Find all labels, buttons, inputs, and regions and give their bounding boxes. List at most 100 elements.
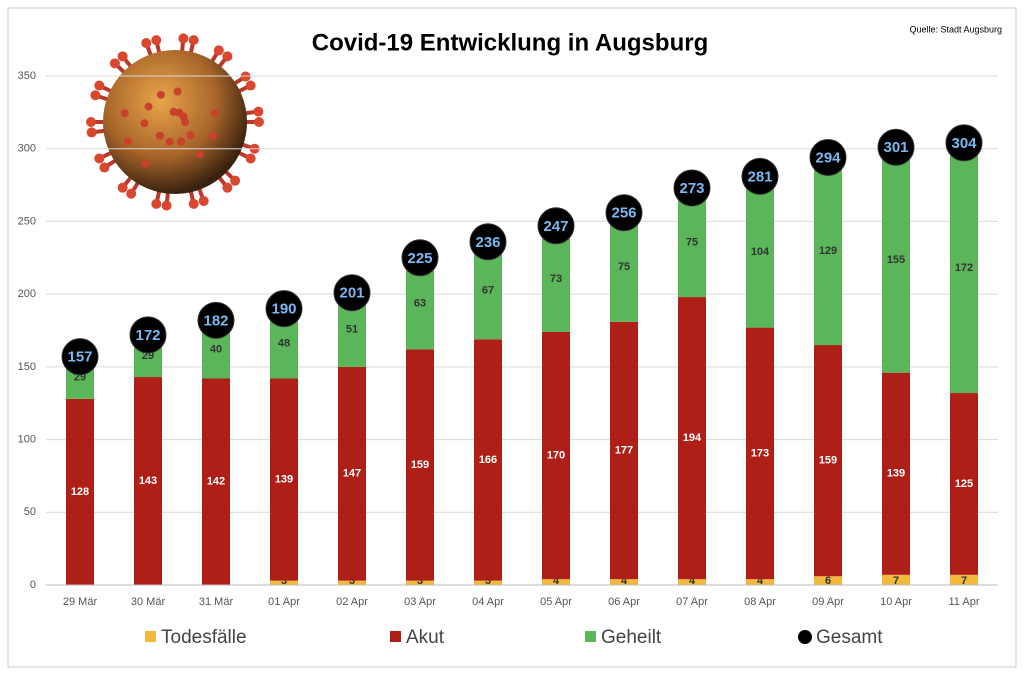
virus-spot (165, 137, 174, 146)
bar-segment (338, 366, 366, 581)
x-tick-label: 07 Apr (676, 596, 708, 608)
bar-segment (950, 574, 978, 585)
x-tick-label: 03 Apr (404, 596, 436, 608)
data-label: 48 (278, 337, 290, 349)
data-label: 155 (887, 254, 905, 266)
legend-label: Geheilt (601, 627, 662, 648)
total-marker (673, 169, 711, 207)
data-label: 3 (417, 575, 423, 587)
bar-segment (474, 339, 502, 581)
bar-segment (542, 331, 570, 580)
virus-spot (141, 159, 150, 168)
bar-segment (678, 579, 706, 585)
x-tick-label: 09 Apr (812, 596, 844, 608)
bar-segment (678, 297, 706, 580)
virus-spike-head (109, 58, 120, 69)
total-label: 281 (747, 168, 772, 185)
total-marker (877, 128, 915, 166)
y-tick-label: 250 (18, 215, 36, 227)
total-marker (401, 239, 439, 277)
bar-segment (950, 393, 978, 575)
virus-spike-head (188, 35, 199, 46)
total-marker (741, 157, 779, 195)
virus-spike-head (90, 90, 101, 101)
bar-segment (406, 580, 434, 585)
virus-spot (120, 109, 129, 118)
bar-segment (134, 377, 162, 585)
x-tick-label: 05 Apr (540, 596, 572, 608)
bar-segment (746, 176, 774, 328)
bar-segment (814, 345, 842, 577)
total-label: 294 (815, 149, 841, 166)
legend-label: Todesfälle (161, 627, 247, 648)
data-label: 177 (615, 444, 633, 456)
x-tick-label: 29 Mär (63, 596, 98, 608)
data-label: 3 (485, 575, 491, 587)
total-label: 201 (339, 285, 364, 302)
x-tick-label: 06 Apr (608, 596, 640, 608)
bar-segment (610, 579, 638, 585)
virus-spike-head (222, 182, 233, 193)
legend-label: Akut (406, 627, 445, 648)
bar-segment (882, 147, 910, 373)
data-label: 166 (479, 454, 497, 466)
data-label: 159 (819, 455, 837, 467)
legend-swatch (798, 630, 812, 644)
virus-spot (155, 131, 164, 140)
virus-spike-head (141, 38, 152, 49)
data-label: 73 (550, 273, 562, 285)
virus-spot (177, 137, 186, 146)
data-label: 159 (411, 459, 429, 471)
bar-segment (950, 142, 978, 394)
virus-spot (169, 107, 178, 116)
total-label: 172 (135, 327, 160, 344)
virus-spike-head (188, 198, 199, 209)
virus-spot (186, 131, 195, 140)
bar-segment (746, 579, 774, 585)
data-label: 125 (955, 478, 973, 490)
total-label: 247 (543, 218, 568, 235)
bar-segment (406, 349, 434, 581)
virus-spike-head (254, 117, 264, 127)
virus-spike-head (126, 188, 137, 199)
legend-swatch (585, 631, 596, 642)
x-tick-label: 08 Apr (744, 596, 776, 608)
virus-spot (140, 119, 149, 128)
data-label: 128 (71, 486, 89, 498)
bar-segment (66, 398, 94, 585)
virus-spot (173, 87, 182, 96)
bar-segment (202, 378, 230, 585)
data-label: 3 (281, 575, 287, 587)
data-label: 4 (757, 575, 764, 587)
total-label: 190 (271, 301, 296, 318)
data-label: 147 (343, 468, 361, 480)
virus-spot (144, 102, 153, 111)
data-label: 194 (683, 432, 702, 444)
data-label: 129 (819, 245, 837, 257)
virus-spike-head (151, 35, 162, 46)
data-label: 75 (618, 261, 630, 273)
data-label: 40 (210, 343, 222, 355)
bar-segment (610, 321, 638, 580)
total-marker (469, 223, 507, 261)
x-tick-label: 11 Apr (949, 596, 980, 608)
bar-segment (542, 579, 570, 585)
data-label: 173 (751, 447, 769, 459)
x-tick-label: 10 Apr (880, 596, 912, 608)
total-marker (605, 194, 643, 232)
data-label: 6 (825, 575, 831, 587)
virus-spike-head (117, 182, 128, 193)
y-tick-label: 150 (18, 361, 36, 373)
total-marker (537, 207, 575, 245)
virus-spike-head (86, 127, 97, 138)
bar-segment (338, 580, 366, 585)
data-label: 139 (275, 473, 293, 485)
data-label: 63 (414, 298, 426, 310)
virus-spike-head (86, 117, 96, 127)
y-tick-label: 50 (24, 506, 36, 518)
virus-spike-head (151, 198, 162, 209)
virus-spike-head (245, 80, 256, 91)
virus-spike-head (94, 80, 105, 91)
total-label: 301 (883, 139, 908, 156)
data-label: 3 (349, 575, 355, 587)
